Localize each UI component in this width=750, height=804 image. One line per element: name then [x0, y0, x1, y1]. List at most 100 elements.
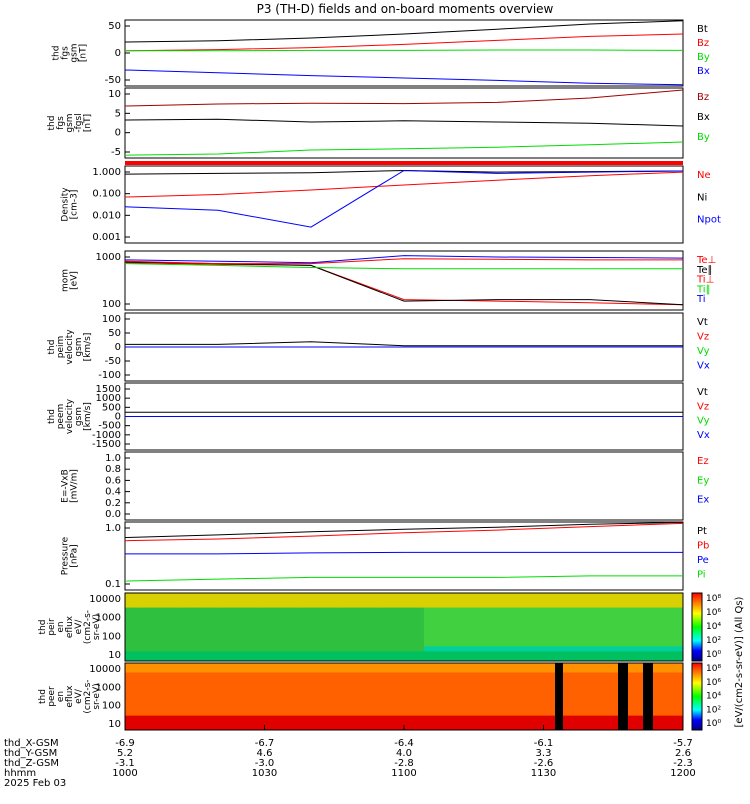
heatmap-cell [453, 710, 465, 717]
heatmap-cell [204, 663, 216, 669]
heatmap-cell [164, 696, 176, 702]
heatmap-cell [404, 641, 415, 647]
heatmap-cell [344, 593, 355, 599]
heatmap-cell [553, 602, 564, 609]
heatmap-cell [384, 593, 395, 599]
heatmap-cell [573, 706, 584, 712]
colorbar-label: [eV/(cm2-s-sr-eV)] (All Qs) [734, 596, 745, 727]
heatmap-cell [374, 706, 385, 712]
heatmap-cell [374, 715, 385, 721]
legend-entry: Ti⊥ [696, 275, 714, 286]
x-axis-value: 2.6 [675, 748, 691, 759]
heatmap-cell [643, 612, 654, 618]
heatmap-cell [274, 663, 285, 669]
heatmap-cell [563, 593, 574, 599]
heatmap-cell [623, 677, 634, 683]
heatmap-cell [633, 663, 644, 669]
heatmap-cell [125, 667, 136, 674]
heatmap-cell [543, 663, 554, 669]
heatmap-cell [653, 631, 664, 638]
heatmap-cell [125, 696, 136, 702]
heatmap-cell [344, 672, 355, 678]
x-axis-row-label: hhmm [4, 768, 36, 779]
heatmap-cell [473, 602, 485, 609]
heatmap-cell [483, 706, 495, 712]
heatmap-cell [394, 696, 405, 702]
heatmap-cell [304, 593, 315, 599]
heatmap-cell [184, 725, 196, 731]
heatmap-cell [184, 617, 196, 623]
heatmap-cell [573, 612, 584, 618]
heatmap-cell [433, 672, 445, 678]
heatmap-cell [334, 710, 345, 717]
heatmap-cell [324, 710, 335, 717]
heatmap-cell [234, 636, 246, 643]
heatmap-cell [244, 612, 256, 618]
heatmap-cell [214, 607, 226, 613]
heatmap-cell [623, 641, 634, 647]
heatmap-cell [244, 597, 256, 604]
colorbar-strip [691, 662, 703, 731]
heatmap-cell [304, 663, 315, 669]
heatmap-cell [214, 677, 226, 683]
heatmap-cell [523, 682, 535, 688]
heatmap-cell [603, 612, 614, 618]
heatmap-cell [394, 612, 405, 618]
legend-entry: Ti∥ [696, 284, 711, 295]
heatmap-cell [234, 602, 246, 609]
heatmap-cell [523, 607, 535, 613]
y-axis-label: en [56, 691, 66, 702]
colorbar-tick: 10⁴ [706, 692, 721, 702]
heatmap-cell [344, 651, 355, 657]
heatmap-cell [194, 691, 206, 697]
heatmap-cell [364, 656, 375, 662]
heatmap-cell [134, 597, 146, 604]
heatmap-cell [443, 627, 455, 633]
panel-electron-spectrogram: thd peer en eflux eV/(cm2-s-sr-eV)1000010001… [38, 662, 684, 731]
heatmap-cell [264, 706, 275, 712]
heatmap-cell [673, 701, 684, 707]
heatmap-cell [284, 672, 295, 678]
y-axis-label: fgs [61, 46, 71, 60]
heatmap-cell [573, 701, 584, 707]
heatmap-cell [134, 622, 146, 628]
heatmap-cell [184, 627, 196, 633]
heatmap-cell [164, 667, 176, 674]
heatmap-cell [443, 636, 455, 643]
heatmap-cell [653, 663, 664, 669]
x-axis-row-label: thd_X-GSM [4, 738, 59, 749]
heatmap-cell [593, 701, 604, 707]
heatmap-cell [214, 696, 226, 702]
heatmap-cell [144, 602, 156, 609]
heatmap-cell [174, 631, 186, 638]
heatmap-cell [134, 612, 146, 618]
heatmap-cell [184, 602, 196, 609]
heatmap-cell [513, 696, 525, 702]
heatmap-cell [125, 627, 136, 633]
x-axis-value: 4.0 [396, 748, 412, 759]
x-axis-value: -6.4 [394, 738, 414, 749]
heatmap-cell [443, 602, 455, 609]
heatmap-cell [643, 656, 654, 662]
heatmap-cell [244, 672, 256, 678]
heatmap-cell [384, 636, 395, 643]
heatmap-cell [583, 617, 594, 623]
heatmap-cell [503, 706, 515, 712]
heatmap-cell [443, 631, 455, 638]
heatmap-cell [144, 617, 156, 623]
heatmap-cell [154, 651, 166, 657]
heatmap-cell [214, 715, 226, 721]
heatmap-cell [184, 593, 196, 599]
heatmap-cell [653, 593, 664, 599]
heatmap-cell [344, 715, 355, 721]
legend-entry: Bz [697, 38, 709, 49]
heatmap-cell [154, 691, 166, 697]
heatmap-cell [603, 667, 614, 674]
heatmap-cell [603, 602, 614, 609]
heatmap-cell [125, 617, 136, 623]
heatmap-cell [294, 641, 305, 647]
heatmap-cell [344, 636, 355, 643]
heatmap-cell [154, 682, 166, 688]
heatmap-cell [244, 651, 256, 657]
heatmap-cell [583, 641, 594, 647]
